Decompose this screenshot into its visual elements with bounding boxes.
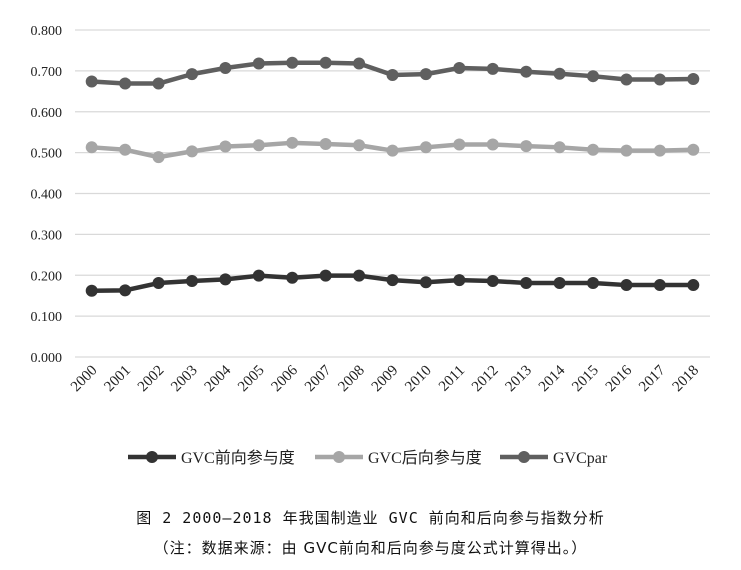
y-tick-label: 0.700 (31, 65, 63, 80)
data-point (219, 62, 232, 75)
x-tick-label: 2013 (502, 363, 535, 396)
x-tick-label: 2004 (202, 362, 235, 395)
data-point (219, 140, 232, 153)
x-tick-label: 2005 (235, 363, 268, 396)
data-point (85, 284, 98, 297)
x-tick-label: 2008 (335, 363, 368, 396)
data-point (319, 56, 332, 69)
y-tick-label: 0.100 (31, 310, 63, 325)
y-tick-label: 0.800 (31, 24, 63, 39)
data-point (486, 274, 499, 287)
data-point (319, 269, 332, 282)
data-point (353, 139, 366, 152)
x-tick-label: 2017 (636, 362, 669, 395)
data-point (620, 73, 633, 86)
data-point (419, 68, 432, 81)
data-point (520, 65, 533, 78)
x-tick-label: 2006 (269, 362, 302, 395)
x-tick-label: 2014 (536, 362, 569, 395)
data-point (252, 57, 265, 70)
data-point (520, 140, 533, 153)
data-point (587, 143, 600, 156)
x-tick-label: 2003 (168, 363, 201, 396)
data-point (687, 143, 700, 156)
x-tick-label: 2016 (603, 362, 636, 395)
data-point (386, 68, 399, 81)
data-point (453, 138, 466, 151)
data-point (119, 77, 132, 90)
data-point (185, 274, 198, 287)
data-point (219, 273, 232, 286)
data-point (687, 279, 700, 292)
legend-marker (146, 451, 158, 463)
data-point (286, 271, 299, 284)
data-point (152, 277, 165, 290)
y-tick-label: 0.000 (31, 351, 63, 366)
data-point (319, 138, 332, 151)
x-tick-label: 2007 (302, 362, 335, 395)
x-tick-label: 2011 (436, 363, 468, 395)
data-point (85, 141, 98, 154)
x-tick-label: 2002 (135, 363, 168, 396)
data-point (687, 73, 700, 86)
x-tick-label: 2012 (469, 363, 502, 396)
data-point (185, 145, 198, 158)
data-point (453, 274, 466, 287)
y-tick-label: 0.500 (31, 147, 63, 162)
line-chart: 0.000 0.100 0.200 0.300 0.400 0.500 0.600 0.700… (31, 24, 710, 467)
data-point (252, 139, 265, 152)
x-tick-label: 2000 (68, 363, 101, 396)
figure-caption: 图 2 2000—2018 年我国制造业 GVC 前向和后向参与指数分析 (136, 509, 605, 527)
data-point (386, 144, 399, 157)
x-tick-label: 2001 (101, 363, 134, 396)
y-tick-label: 0.300 (31, 228, 63, 243)
data-point (119, 143, 132, 156)
data-point (252, 269, 265, 282)
y-tick-label: 0.400 (31, 188, 63, 203)
data-point (152, 77, 165, 90)
data-point (353, 269, 366, 282)
x-tick-label: 2010 (402, 363, 435, 396)
data-point (119, 284, 132, 297)
data-point (185, 68, 198, 81)
data-point (152, 151, 165, 164)
data-point (620, 279, 633, 292)
data-point (553, 277, 566, 290)
data-point (653, 73, 666, 86)
data-point (653, 144, 666, 157)
data-point (620, 144, 633, 157)
x-tick-label: 2018 (670, 363, 703, 396)
data-point (553, 67, 566, 80)
data-point (587, 277, 600, 290)
x-tick-label: 2015 (569, 363, 602, 396)
y-tick-label: 0.200 (31, 269, 63, 284)
data-point (553, 141, 566, 154)
data-point (653, 279, 666, 292)
figure-note: （注：数据来源：由 GVC前向和后向参与度公式计算得出。） (153, 539, 588, 557)
legend-label: GVC前向参与度 (181, 449, 295, 467)
data-point (286, 56, 299, 69)
data-point (453, 62, 466, 75)
data-point (419, 141, 432, 154)
data-point (486, 138, 499, 151)
y-tick-label: 0.600 (31, 106, 63, 121)
data-point (520, 277, 533, 290)
legend-label: GVCpar (553, 450, 608, 467)
data-point (353, 57, 366, 70)
legend-marker (518, 451, 530, 463)
data-point (386, 274, 399, 287)
data-point (286, 136, 299, 149)
data-point (419, 276, 432, 289)
data-point (85, 75, 98, 88)
legend-label: GVC后向参与度 (368, 449, 482, 467)
legend-marker (333, 451, 345, 463)
x-tick-label: 2009 (369, 363, 402, 396)
data-point (587, 70, 600, 83)
data-point (486, 62, 499, 75)
